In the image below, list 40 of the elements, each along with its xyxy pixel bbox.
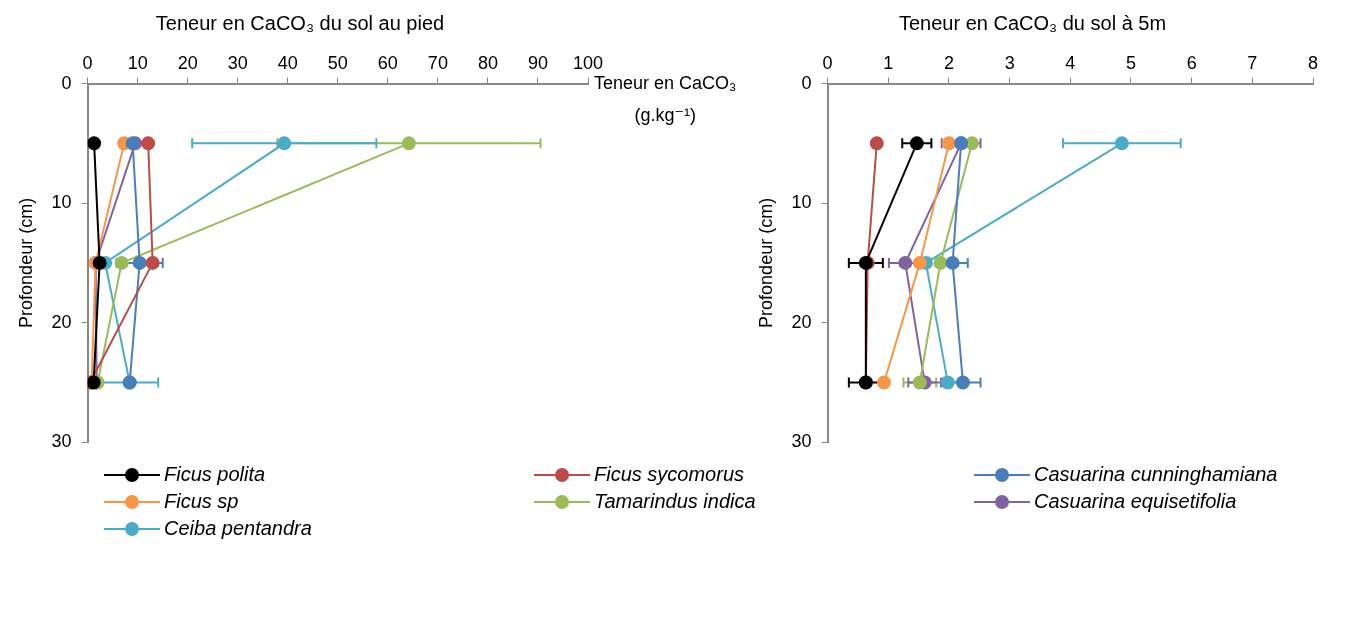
x-tick-label: 90 [527,52,548,73]
chart-title: Teneur en CaCO₃ du sol à 5m [898,11,1167,34]
y-tick-label: 30 [791,431,812,452]
x-tick-label: 60 [377,52,398,73]
x-tick-label: 2 [943,52,954,73]
y-tick-label: 20 [791,311,812,332]
x-tick-label: 0 [82,52,93,73]
legend-label: Tamarindus indica [594,490,756,513]
x-tick-label: 7 [1247,52,1258,73]
y-axis-title: Profondeur (cm) [755,197,776,328]
legend-label: Ficus polita [164,463,266,486]
x-tick-label: 1 [883,52,894,73]
x-tick-label: 3 [1004,52,1015,73]
x-tick-label: 5 [1125,52,1136,73]
x-tick-label: 6 [1186,52,1197,73]
legend-label: Ficus sp [164,490,239,513]
x-tick-label: 4 [1065,52,1076,73]
x-tick-label: 40 [277,52,298,73]
y-tick-label: 20 [51,311,72,332]
legend-label: Ficus sycomorus [594,463,745,486]
x-tick-label: 10 [127,52,148,73]
x-tick-label: 8 [1307,52,1319,73]
x-tick-label: 100 [572,52,604,73]
x-tick-label: 30 [227,52,248,73]
x-tick-label: 0 [822,52,833,73]
y-tick-label: 0 [801,72,812,93]
y-tick-label: 0 [61,72,72,93]
x-tick-label: 50 [327,52,348,73]
chart-title: Teneur en CaCO₃ du sol au pied [155,11,445,34]
x-tick-label: 70 [427,52,448,73]
y-tick-label: 10 [791,192,812,213]
legend-label: Casuarina equisetifolia [1034,490,1237,513]
x-axis-title: Teneur en CaCO₃ (g.kg⁻¹) [594,72,737,125]
legend-label: Ceiba pentandra [164,517,312,540]
legend-label: Casuarina cunninghamiana [1034,463,1278,486]
y-tick-label: 30 [51,431,72,452]
y-tick-label: 10 [51,192,72,213]
x-tick-label: 80 [477,52,498,73]
x-tick-label: 20 [177,52,198,73]
y-axis-title: Profondeur (cm) [15,197,36,328]
